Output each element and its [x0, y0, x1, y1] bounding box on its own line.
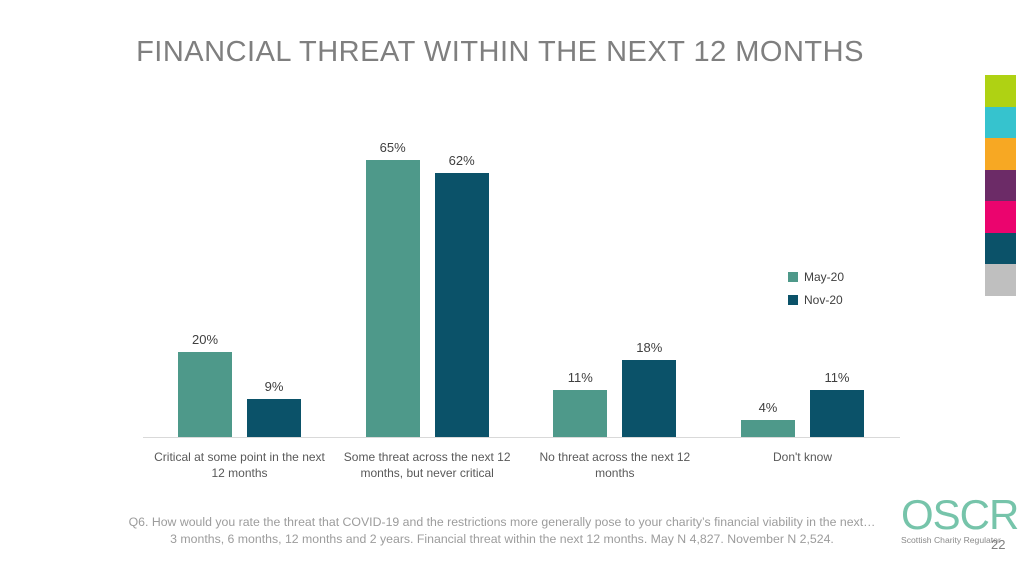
data-label: 11% [824, 370, 850, 386]
accent-block-7 [985, 264, 1016, 296]
accent-block-2 [985, 106, 1016, 138]
data-label: 20% [191, 331, 219, 347]
bar-group-4: 4% 11% [740, 370, 864, 437]
footnote-line-2: 3 months, 6 months, 12 months and 2 year… [170, 532, 834, 546]
x-axis-line [143, 437, 900, 438]
page-number: 22 [991, 537, 1006, 552]
bar-nov-20-category-3: 18% [622, 340, 677, 437]
slide-title: FINANCIAL THREAT WITHIN THE NEXT 12 MONT… [136, 36, 864, 68]
category-label-2: Some threat across the next 12 months, bu… [343, 450, 511, 480]
accent-block-1 [985, 75, 1016, 107]
category-labels: Critical at some point in the next 12 mon… [154, 449, 864, 489]
bar-may-20-category-3: 11% [553, 370, 608, 437]
oscr-logo-subtext: Scottish Charity Regulator [901, 535, 1001, 545]
legend-swatch [788, 272, 798, 282]
footnote-line-1: Q6. How would you rate the threat that C… [128, 515, 876, 529]
bar-may-20-category-2: 65% [365, 140, 420, 437]
data-label: 9% [264, 378, 284, 394]
bar-may-20-category-1: 20% [178, 332, 232, 437]
bar-nov-20-category-1: 9% [247, 379, 301, 437]
legend-label: Nov-20 [804, 293, 843, 307]
bar-group-3: 11% 18% [553, 340, 677, 437]
bar-nov-20-category-2: 62% [434, 153, 489, 437]
plot-area: 20% 9% 65% 62% 11% 18% 4% 11% [178, 140, 864, 437]
oscr-logo: OSCR Scottish Charity Regulator [901, 491, 1019, 546]
footnote: Q6. How would you rate the threat that C… [62, 514, 942, 548]
accent-block-3 [985, 138, 1016, 170]
legend-item-nov-20: Nov-20 [788, 293, 844, 307]
bar-may-20-category-4: 4% [740, 400, 795, 437]
bar-nov-20-category-4: 11% [809, 370, 864, 437]
accent-block-5 [985, 201, 1016, 233]
bar-group-2: 65% 62% [365, 140, 489, 437]
data-label: 62% [448, 152, 475, 168]
bar-group-1: 20% 9% [178, 332, 301, 437]
data-label: 65% [379, 140, 406, 156]
oscr-logo-text: OSCR [901, 491, 1019, 538]
legend-label: May-20 [804, 270, 845, 284]
legend-item-may-20: May-20 [788, 270, 844, 284]
data-label: 4% [758, 399, 778, 415]
category-label-3: No threat across the next 12 months [539, 450, 691, 480]
chart-legend: May-20 Nov-20 [788, 270, 844, 316]
accent-strip [985, 75, 1016, 296]
accent-block-4 [985, 169, 1016, 201]
data-label: 18% [636, 340, 663, 356]
legend-swatch [788, 295, 798, 305]
accent-block-6 [985, 232, 1016, 264]
category-label-1: Critical at some point in the next 12 mon… [154, 450, 325, 480]
data-label: 11% [567, 370, 593, 386]
category-label-4: Don't know [773, 450, 832, 464]
